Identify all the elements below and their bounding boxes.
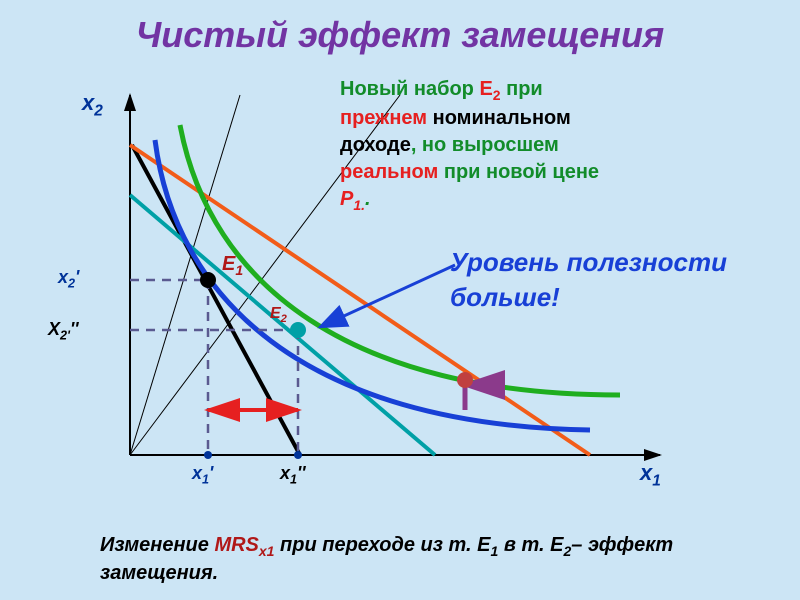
x-axis-label: x1 — [640, 460, 661, 490]
tick-x2p: x2' — [58, 267, 79, 291]
tick-x2pp: X2''' — [48, 319, 79, 343]
slide-title: Чистый эффект замещения — [0, 0, 800, 56]
callout-utility: Уровень полезностибольше! — [450, 245, 727, 315]
annotation-top: Новый набор E2 при прежнем номинальном д… — [340, 76, 780, 215]
label-E1: E1 — [222, 253, 243, 278]
bottom-caption: Изменение MRSx1 при переходе из т. E1 в … — [100, 532, 740, 586]
y-axis-label: x2 — [82, 90, 103, 120]
label-E2: E2 — [270, 305, 287, 325]
tick-x1pp: x1'' — [280, 463, 306, 487]
tick-x1p: x1' — [192, 463, 213, 487]
